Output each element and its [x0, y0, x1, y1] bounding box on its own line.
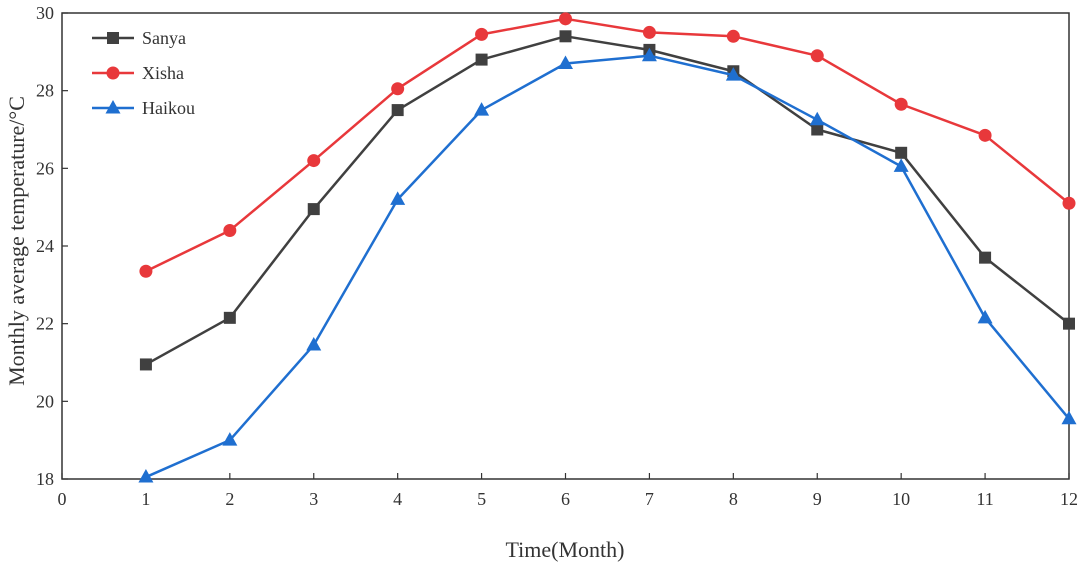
- x-tick-label: 11: [976, 489, 993, 509]
- data-point-xisha: [726, 29, 740, 43]
- legend-label-sanya: Sanya: [142, 28, 186, 48]
- plot-frame: [61, 12, 1070, 480]
- legend-marker-sanya: [107, 32, 119, 44]
- x-axis-title: Time(Month): [506, 537, 625, 562]
- y-tick-label: 30: [36, 3, 54, 23]
- legend-marker-haikou: [105, 100, 121, 114]
- data-point-haikou: [809, 111, 825, 126]
- plot-series: [138, 12, 1077, 483]
- data-point-sanya: [979, 251, 992, 264]
- x-tick-label: 6: [561, 489, 570, 509]
- data-point-xisha: [307, 154, 321, 168]
- data-point-haikou: [893, 158, 909, 172]
- data-point-haikou: [390, 191, 406, 205]
- data-point-xisha: [978, 128, 992, 142]
- data-point-xisha: [223, 223, 237, 237]
- data-point-haikou: [558, 55, 573, 69]
- data-point-sanya: [475, 53, 488, 66]
- x-tick-label: 3: [309, 489, 318, 509]
- series-haikou: [138, 47, 1077, 483]
- legend-marker-xisha: [106, 66, 120, 80]
- x-tick-label: 5: [477, 489, 486, 509]
- data-point-haikou: [138, 469, 154, 483]
- data-point-xisha: [391, 82, 405, 96]
- x-tick-label: 9: [813, 489, 822, 509]
- data-point-sanya: [223, 311, 236, 324]
- data-point-haikou: [725, 67, 741, 81]
- data-point-haikou: [474, 102, 490, 116]
- x-tick-label: 12: [1060, 489, 1078, 509]
- y-tick-label: 28: [36, 81, 54, 101]
- data-point-xisha: [810, 49, 824, 63]
- data-point-xisha: [559, 12, 572, 26]
- x-tick-label: 1: [141, 489, 150, 509]
- data-point-haikou: [977, 309, 993, 324]
- y-tick-label: 22: [36, 314, 54, 334]
- data-point-sanya: [559, 30, 572, 43]
- data-point-sanya: [895, 146, 908, 159]
- x-tick-label: 7: [645, 489, 654, 509]
- series-xisha: [139, 12, 1076, 278]
- y-tick-label: 24: [36, 236, 54, 256]
- y-tick-label: 26: [36, 158, 54, 178]
- legend-label-haikou: Haikou: [142, 98, 195, 118]
- data-point-xisha: [139, 264, 153, 278]
- data-point-sanya: [307, 203, 320, 216]
- x-tick-label: 4: [393, 489, 402, 509]
- series-sanya: [139, 30, 1075, 371]
- data-point-haikou: [222, 432, 238, 446]
- data-point-sanya: [391, 104, 404, 117]
- legend-item-sanya: Sanya: [92, 28, 186, 48]
- x-tick-label: 10: [892, 489, 910, 509]
- series-line-haikou: [145, 54, 1070, 479]
- legend-label-xisha: Xisha: [142, 63, 184, 83]
- legend-item-haikou: Haikou: [92, 98, 195, 118]
- data-point-xisha: [1062, 196, 1076, 210]
- x-tick-label: 0: [58, 489, 67, 509]
- data-point-sanya: [139, 358, 152, 371]
- data-point-xisha: [475, 27, 489, 41]
- data-point-haikou: [1061, 410, 1077, 425]
- data-point-haikou: [641, 47, 657, 62]
- data-point-haikou: [306, 337, 322, 351]
- legend-item-xisha: Xisha: [92, 63, 184, 83]
- y-axis-title: Monthly average temperature/°C: [4, 96, 29, 386]
- data-point-sanya: [811, 123, 824, 136]
- x-tick-label: 8: [729, 489, 738, 509]
- legend: Sanya Xisha Haikou: [92, 28, 195, 118]
- series-line-sanya: [145, 35, 1070, 366]
- series-line-xisha: [145, 17, 1070, 273]
- data-point-xisha: [642, 25, 656, 39]
- x-tick-label: 2: [225, 489, 234, 509]
- data-point-sanya: [1063, 317, 1075, 330]
- y-tick-label: 20: [36, 391, 54, 411]
- y-tick-label: 18: [36, 469, 54, 489]
- data-point-xisha: [894, 97, 908, 111]
